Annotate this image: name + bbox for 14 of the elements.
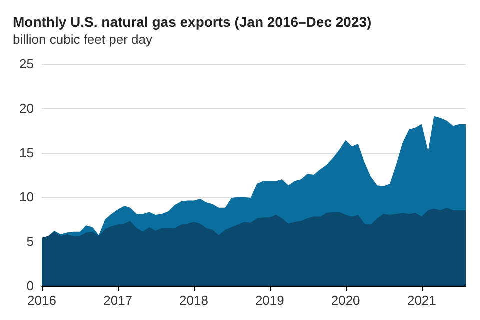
x-tick-label: 2016 — [28, 293, 56, 308]
y-tick-label: 5 — [26, 234, 34, 250]
y-tick-label: 15 — [20, 145, 34, 160]
x-tick-label: 2021 — [407, 293, 436, 308]
y-tick-label: 0 — [26, 278, 34, 294]
x-tick-label: 2019 — [255, 293, 284, 308]
chart-title: Monthly U.S. natural gas exports (Jan 2016–Dec 2023) — [13, 14, 372, 30]
x-tick-label: 2020 — [331, 293, 360, 308]
x-tick-label: 2018 — [180, 293, 208, 308]
y-axis-title: billion cubic feet per day — [13, 32, 153, 47]
y-tick-label: 25 — [20, 56, 34, 72]
y-tick-label: 20 — [20, 100, 34, 116]
y-tick-label: 10 — [20, 190, 34, 205]
x-tick-label: 2017 — [104, 293, 133, 308]
